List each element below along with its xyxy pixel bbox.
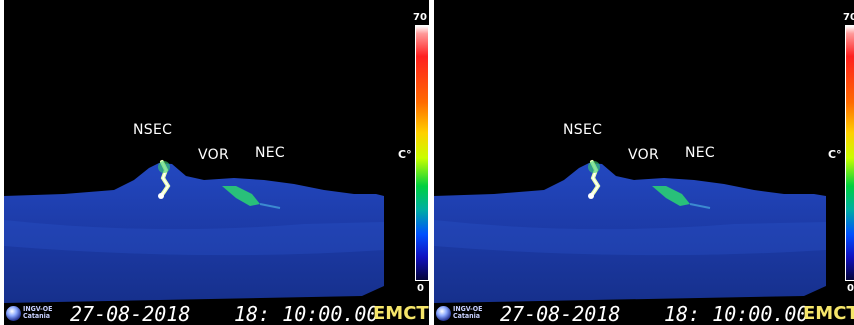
institute-name: INGV-OE Catania bbox=[453, 306, 482, 320]
scale-max-label: 70 bbox=[413, 12, 427, 23]
ingv-logo-icon bbox=[6, 306, 21, 321]
label-nsec: NSEC bbox=[563, 122, 603, 138]
thermal-scene bbox=[434, 160, 826, 303]
warm-flow-nec bbox=[652, 186, 690, 206]
volcano-silhouette bbox=[4, 163, 384, 303]
timestamp-bar: INGV-OE Catania 27-08-2018 18: 10:00.00 … bbox=[4, 303, 429, 325]
temperature-colorbar bbox=[415, 25, 429, 281]
date-stamp: 27-08-2018 bbox=[500, 302, 621, 325]
panel-divider bbox=[429, 0, 434, 325]
label-nec: NEC bbox=[685, 145, 715, 161]
volcano-silhouette bbox=[434, 163, 826, 303]
ingv-logo-icon bbox=[436, 306, 451, 321]
label-vor: VOR bbox=[198, 147, 229, 163]
label-nec: NEC bbox=[255, 145, 285, 161]
vent-glow bbox=[158, 161, 170, 173]
thermal-image-right: NSEC VOR NEC 70 C° 0 INGV-OE Catania 27-… bbox=[434, 0, 854, 325]
snow-band bbox=[4, 220, 384, 256]
warm-flow-nec bbox=[222, 186, 260, 206]
date-stamp: 27-08-2018 bbox=[70, 302, 191, 325]
lava-front bbox=[588, 193, 594, 199]
timestamp-bar: INGV-OE Catania 27-08-2018 18: 10:00.00 … bbox=[434, 303, 854, 325]
institute-line-1: INGV-OE bbox=[23, 305, 53, 313]
lava-front bbox=[158, 193, 164, 199]
scale-max-label: 70 bbox=[843, 12, 854, 23]
station-code: EMCT bbox=[373, 303, 429, 324]
institute-line-2: Catania bbox=[453, 312, 481, 320]
vent-glow bbox=[588, 161, 600, 173]
label-vor: VOR bbox=[628, 147, 659, 163]
time-stamp: 18: 10:00.00 bbox=[664, 302, 809, 325]
scale-unit-label: C° bbox=[828, 148, 842, 161]
institute-line-1: INGV-OE bbox=[453, 305, 483, 313]
snow-band bbox=[434, 220, 826, 256]
scale-min-label: 0 bbox=[417, 283, 424, 294]
thermal-scene bbox=[4, 160, 384, 303]
warm-trail bbox=[259, 203, 281, 209]
institute-name: INGV-OE Catania bbox=[23, 306, 52, 320]
station-code: EMCT bbox=[803, 303, 854, 324]
thermal-image-left: NSEC VOR NEC 70 C° 0 INGV-OE Catania 27-… bbox=[4, 0, 429, 325]
scale-unit-label: C° bbox=[398, 148, 412, 161]
time-stamp: 18: 10:00.00 bbox=[234, 302, 379, 325]
label-nsec: NSEC bbox=[133, 122, 173, 138]
temperature-colorbar bbox=[845, 25, 854, 281]
scale-min-label: 0 bbox=[847, 283, 854, 294]
institute-line-2: Catania bbox=[23, 312, 51, 320]
warm-trail bbox=[689, 203, 711, 209]
